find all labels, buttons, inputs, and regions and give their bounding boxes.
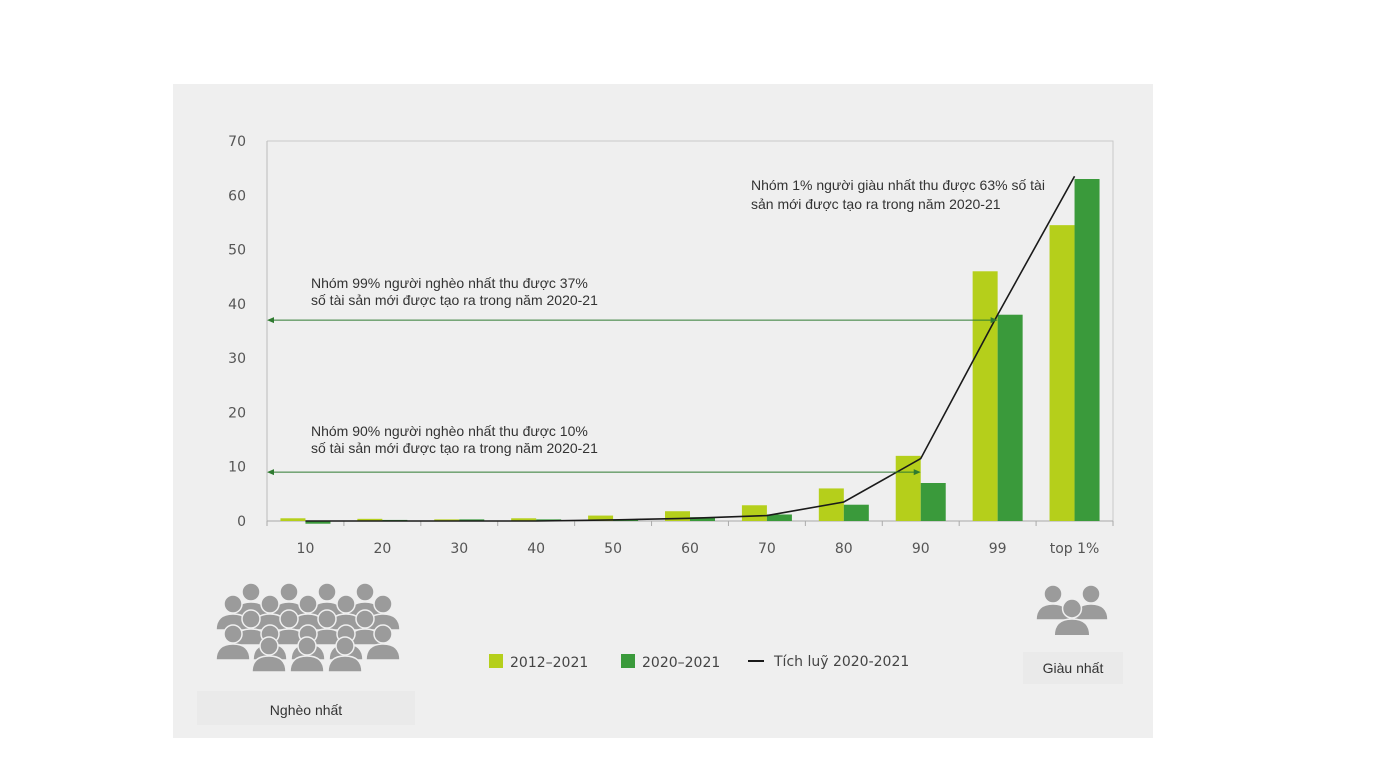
x-tick-label: 80 [835,541,853,557]
person-head [373,624,393,644]
y-tick-label: 20 [228,405,246,421]
x-tick-label: 20 [373,541,391,557]
bar-dark [920,483,946,521]
rich-group-icon [1035,584,1109,637]
bar-light [511,518,537,521]
person-head [297,636,317,656]
person-head [279,582,299,602]
richest-caption: Giàu nhất [1043,660,1104,676]
person-icon [289,636,325,673]
x-tick-label: 60 [681,541,699,557]
person-icon [365,624,401,661]
person-head [260,594,280,614]
legend-label: Tích luỹ 2020-2021 [773,654,909,670]
person-icon [327,636,363,673]
annotation-90-line1: Nhóm 90% người nghèo nhất thu được 10% [311,423,588,439]
x-tick-label: 99 [989,541,1007,557]
bar-light [665,511,690,521]
crowd-icon [215,582,401,673]
y-tick-label: 60 [228,188,246,204]
y-tick-label: 0 [237,514,246,530]
x-tick-label: 90 [912,541,930,557]
plot-frame [267,140,1114,521]
annotation-99-line2: số tài sản mới được tạo ra trong năm 202… [311,292,598,308]
person-head [1061,598,1083,619]
annotation-90-line2: số tài sản mới được tạo ra trong năm 202… [311,440,598,456]
legend-label: 2020–2021 [642,655,720,671]
person-head [1081,584,1101,604]
x-tick-label: 50 [604,541,622,557]
person-body [365,643,401,661]
person-head [259,636,279,656]
poorest-caption: Nghèo nhất [270,702,343,718]
person-icon [1053,598,1091,637]
legend-swatch [621,654,635,668]
person-body [215,643,251,661]
legend-swatch [489,654,503,668]
x-tick-label: 70 [758,541,776,557]
person-icon [271,609,307,646]
cumulative-line [305,175,1076,522]
x-tick-label: 30 [450,541,468,557]
person-head [241,609,261,629]
bar-dark [459,519,485,521]
x-tick-label: top 1% [1050,541,1100,557]
chart-svg: 0 10 20 30 40 50 60 70 10 20 30 40 50 60 70 80 90 99 top 1… [197,134,1123,725]
person-head [241,582,261,602]
x-tick-label: 40 [527,541,545,557]
person-body [251,655,287,673]
bar-light [588,515,614,521]
person-head [279,609,299,629]
y-tick-label: 30 [228,351,246,367]
person-head [223,624,243,644]
bar-light [1049,225,1075,521]
x-tick-label: 10 [297,541,315,557]
person-head [1043,584,1063,604]
bar-dark [997,314,1023,521]
person-icon [251,636,287,673]
y-tick-label: 40 [228,297,246,313]
person-icon [1073,584,1109,621]
person-head [298,594,318,614]
person-head [317,582,337,602]
bar-dark [766,514,792,521]
richest-caption-box [1023,652,1123,684]
person-head [355,582,375,602]
bar-light [972,271,998,521]
person-body [1053,618,1091,637]
bar-light [357,518,383,521]
y-tick-label: 10 [228,460,246,476]
legend-label: 2012–2021 [510,655,588,671]
person-head [317,609,337,629]
bar-dark [305,521,331,524]
person-head [355,609,375,629]
person-body [289,655,325,673]
person-head [336,594,356,614]
bar-dark [690,517,715,521]
person-icon [309,609,345,646]
annotation-top1-line2: sản mới được tạo ra trong năm 2020-21 [751,196,1001,212]
annotation-99-line1: Nhóm 99% người nghèo nhất thu được 37% [311,275,588,291]
person-head [335,636,355,656]
person-head [373,594,393,614]
poorest-caption-box [197,691,415,725]
y-tick-label: 70 [228,134,246,150]
annotation-top1-line1: Nhóm 1% người giàu nhất thu được 63% số … [751,177,1045,193]
person-head [223,594,243,614]
bar-dark [1074,179,1100,521]
bar-light [895,455,921,521]
bar-light [280,518,306,521]
chart-panel: 0 10 20 30 40 50 60 70 10 20 30 40 50 60 70 80 90 99 top 1… [173,84,1153,738]
bar-light [741,505,767,521]
person-icon [290,594,326,631]
bar-light [434,519,460,521]
person-icon [215,624,251,661]
bar-dark [843,504,869,521]
person-body [327,655,363,673]
y-tick-label: 50 [228,243,246,259]
person-icon [347,609,383,646]
legend: 2012–2021 2020–2021 Tích luỹ 2020-2021 [489,654,909,671]
